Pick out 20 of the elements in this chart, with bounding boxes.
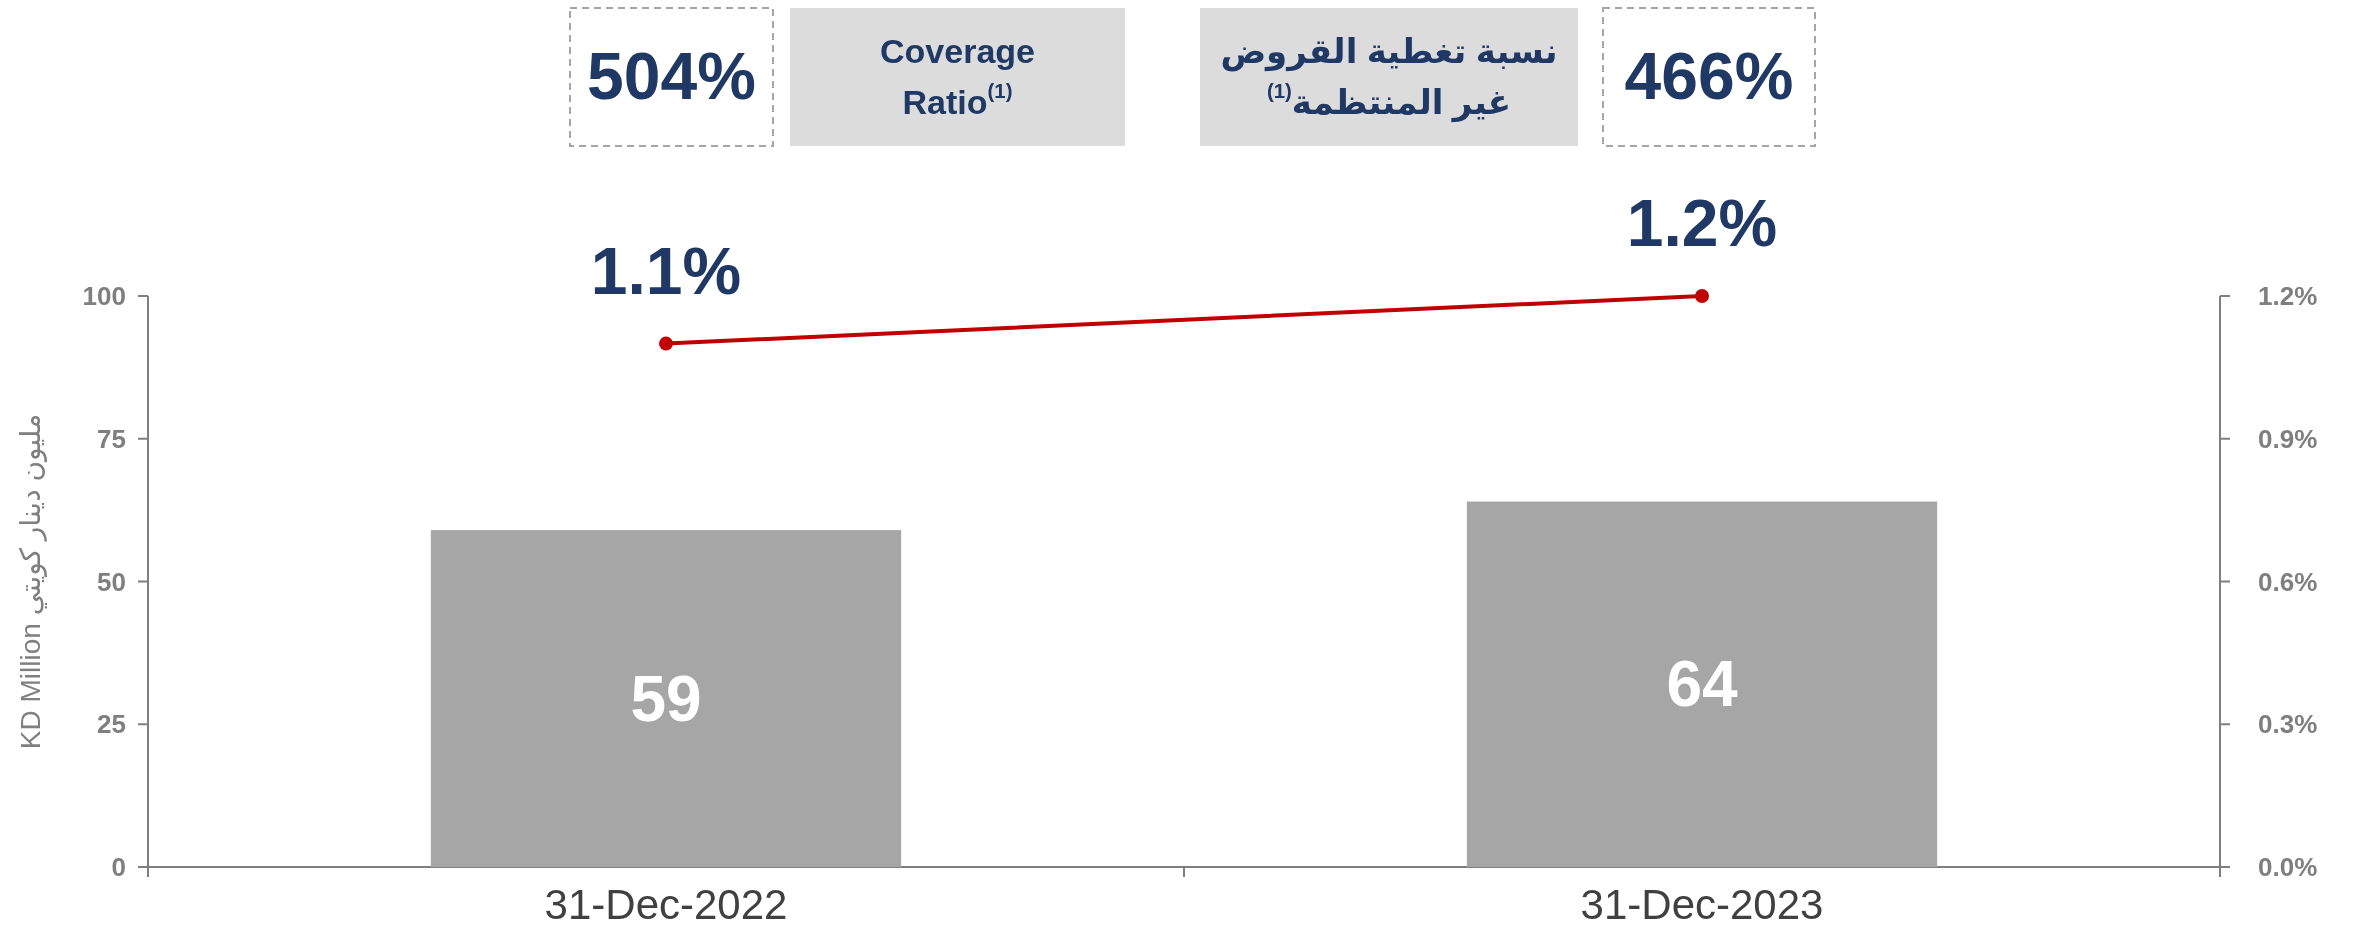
y2-tick-label: 0.6% (2258, 566, 2318, 597)
y2-tick-label: 0.9% (2258, 423, 2318, 454)
y-tick-label: 25 (97, 709, 126, 740)
x-tick-label: 31-Dec-2023 (1580, 881, 1824, 928)
y2-tick-label: 0.3% (2258, 709, 2318, 740)
x-tick-label: 31-Dec-2022 (544, 881, 788, 928)
data-label: 59 (630, 662, 702, 735)
y2-tick-label: 1.2% (2258, 281, 2318, 311)
data-label: 64 (1666, 648, 1738, 721)
y2-tick-label: 0.0% (2258, 852, 2318, 882)
data-label: 1.1% (590, 233, 742, 308)
y-tick-label: 100 (82, 281, 126, 311)
y-tick-label: 75 (97, 423, 126, 454)
y-tick-label: 0 (111, 852, 126, 882)
text: Coverage Ratio$^{(1)}$ (880, 31, 1035, 121)
text: 504% (587, 39, 756, 113)
y-axis-title: KD Million مليون دينار كويتي (14, 413, 47, 750)
y-tick-label: 50 (97, 566, 126, 597)
text: 466% (1624, 39, 1794, 113)
data-label: 1.2% (1626, 186, 1778, 260)
